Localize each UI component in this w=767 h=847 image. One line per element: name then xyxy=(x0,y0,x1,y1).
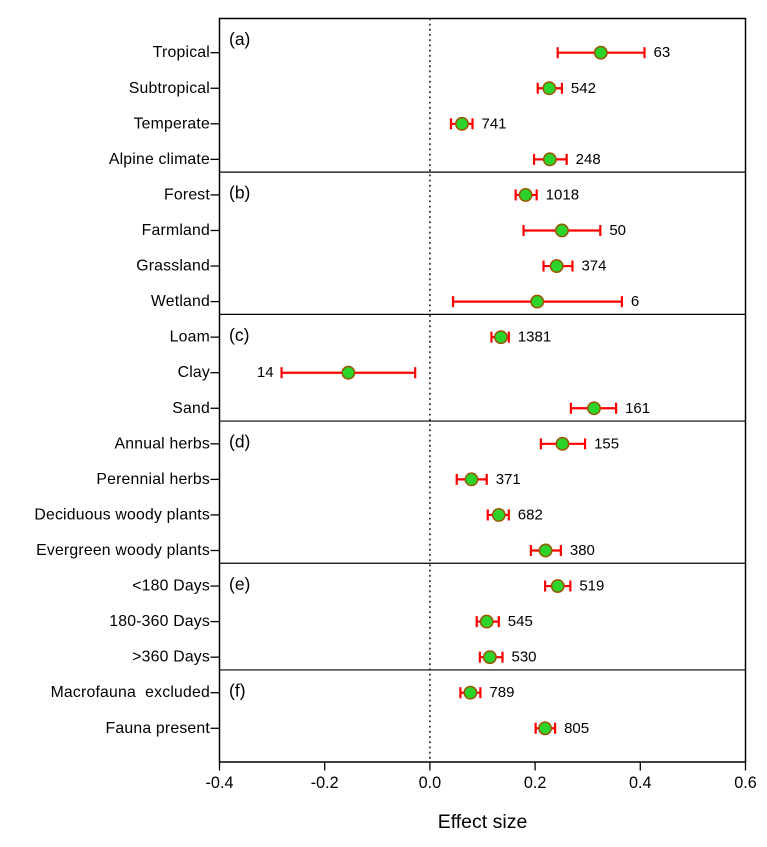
x-tick-label: 0.0 xyxy=(419,774,442,792)
sample-size-label: 542 xyxy=(571,80,596,97)
category-label: Loam xyxy=(170,329,210,346)
category-label: <180 Days xyxy=(132,578,210,595)
effect-size-point xyxy=(479,614,494,629)
effect-size-point xyxy=(555,436,570,451)
sample-size-label: 50 xyxy=(609,222,626,239)
effect-size-point xyxy=(482,650,497,665)
effect-size-point xyxy=(550,579,565,594)
sample-size-label: 682 xyxy=(518,506,543,523)
category-label: Clay xyxy=(178,364,210,381)
x-tick-label: 0.4 xyxy=(629,774,652,792)
sample-size-label: 530 xyxy=(511,649,536,666)
sample-size-label: 63 xyxy=(654,44,671,61)
sample-size-label: 155 xyxy=(594,435,619,452)
x-tick-label: -0.2 xyxy=(311,774,339,792)
effect-size-point xyxy=(530,294,545,309)
effect-size-point xyxy=(464,472,479,487)
category-label: Sand xyxy=(172,400,210,417)
x-tick-label: -0.4 xyxy=(206,774,234,792)
category-label: Evergreen woody plants xyxy=(36,542,210,559)
x-tick-label: 0.2 xyxy=(524,774,547,792)
category-label: Subtropical xyxy=(129,80,210,97)
sample-size-label: 1381 xyxy=(518,329,551,346)
effect-size-point xyxy=(491,507,506,522)
effect-size-point xyxy=(518,187,533,202)
category-label: Fauna present xyxy=(106,720,211,737)
sample-size-label: 805 xyxy=(564,720,589,737)
category-label: Temperate xyxy=(134,115,210,132)
sample-size-label: 519 xyxy=(579,578,604,595)
effect-size-point xyxy=(542,152,557,167)
sample-size-label: 248 xyxy=(576,151,601,168)
effect-size-point xyxy=(554,223,569,238)
effect-size-point xyxy=(341,365,356,380)
category-label: >360 Days xyxy=(132,649,210,666)
effect-size-point xyxy=(463,685,478,700)
effect-size-point xyxy=(542,81,557,96)
sample-size-label: 6 xyxy=(631,293,639,310)
effect-size-point xyxy=(455,116,469,131)
sample-size-label: 545 xyxy=(508,613,533,630)
sample-size-label: 374 xyxy=(581,258,606,275)
effect-size-point xyxy=(538,721,553,736)
sample-size-label: 161 xyxy=(625,400,650,417)
sample-size-label: 789 xyxy=(489,684,514,701)
panel-tag-label: (b) xyxy=(229,183,250,203)
effect-size-point xyxy=(549,259,564,273)
panel-tag-label: (e) xyxy=(229,574,250,594)
panel-tag-label: (d) xyxy=(229,432,250,452)
category-label: Farmland xyxy=(142,222,210,239)
sample-size-label: 380 xyxy=(570,542,595,559)
category-label: Macrofauna excluded xyxy=(51,684,210,701)
panel-tag-label: (c) xyxy=(229,325,249,345)
category-label: Wetland xyxy=(151,293,210,310)
x-axis-title: Effect size xyxy=(438,811,528,833)
category-label: Perennial herbs xyxy=(96,471,210,488)
category-label: Tropical xyxy=(153,44,210,61)
category-label: Annual herbs xyxy=(115,435,211,452)
sample-size-label: 741 xyxy=(482,115,507,132)
sample-size-label: 371 xyxy=(496,471,521,488)
plot-frame xyxy=(218,17,747,763)
sample-size-label: 14 xyxy=(257,364,274,381)
category-label: Forest xyxy=(164,186,210,203)
panel-tag-label: (f) xyxy=(229,680,246,700)
effect-size-point xyxy=(593,45,608,60)
x-tick-label: 0.6 xyxy=(734,774,757,792)
effect-size-point xyxy=(493,330,508,345)
panel-tag-label: (a) xyxy=(229,29,250,49)
effect-size-point xyxy=(587,401,601,416)
sample-size-label: 1018 xyxy=(546,186,579,203)
effect-size-point xyxy=(538,543,553,558)
category-label: Deciduous woody plants xyxy=(34,506,210,523)
category-label: Grassland xyxy=(136,258,210,275)
category-label: Alpine climate xyxy=(109,151,210,168)
category-label: 180-360 Days xyxy=(109,613,210,630)
